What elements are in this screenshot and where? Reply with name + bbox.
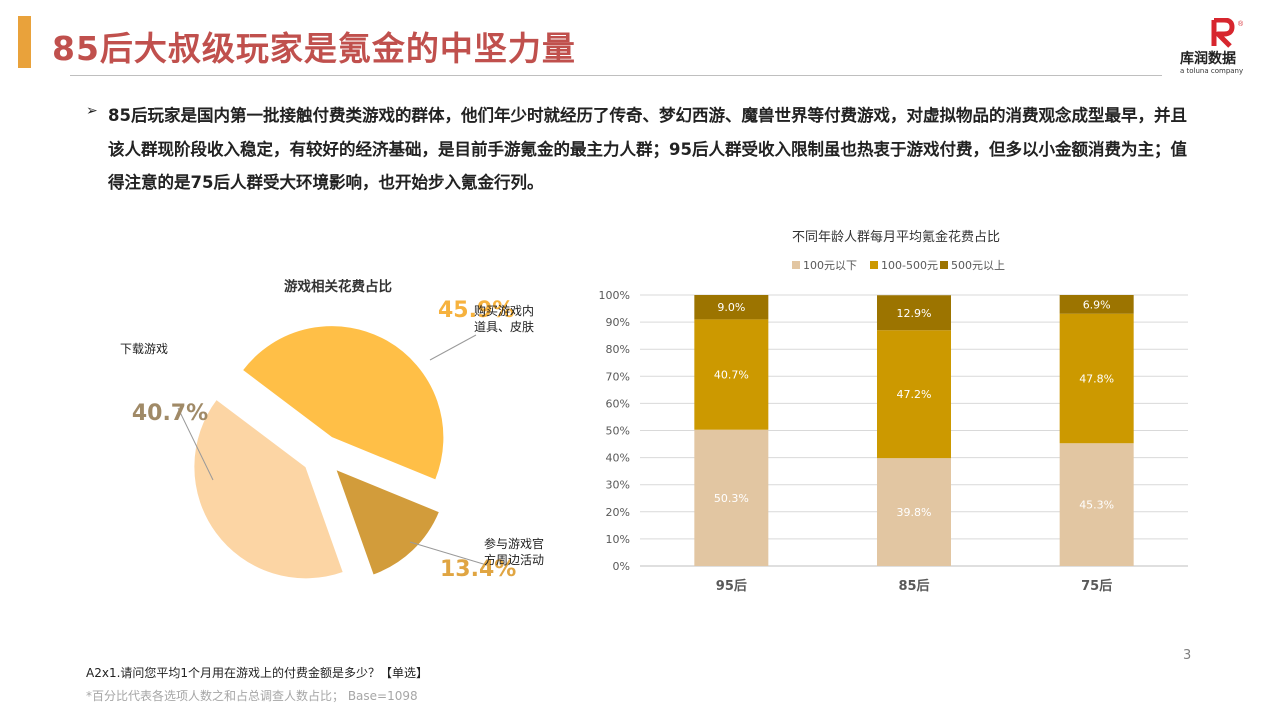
pie-title: 游戏相关花费占比	[284, 278, 392, 295]
legend-swatch	[940, 261, 948, 269]
bar-segment	[877, 295, 951, 331]
y-tick-label: 40%	[606, 452, 630, 465]
bar-segment	[877, 458, 951, 566]
pie-category-label: 下载游戏	[120, 342, 168, 356]
x-category-label: 75后	[1081, 578, 1112, 594]
y-tick-label: 10%	[606, 533, 630, 546]
bar-value-label: 40.7%	[714, 369, 749, 382]
pie-leader-line	[177, 407, 214, 481]
survey-question: A2x1.请问您平均1个月用在游戏上的付费金额是多少？【单选】	[86, 666, 429, 680]
pie-category-label: 参与游戏官	[484, 536, 544, 551]
logo-subtitle: a toluna company	[1180, 67, 1244, 75]
logo-r-icon: ®	[1211, 18, 1244, 48]
base-note: *百分比代表各选项人数之和占总调查人数占比； Base=1098	[86, 689, 418, 703]
pie-category-label: 方周边活动	[484, 552, 544, 567]
logo-registered-mark: ®	[1238, 20, 1244, 28]
bar-segment	[694, 429, 769, 566]
y-tick-label: 30%	[606, 479, 630, 492]
bar-value-label: 39.8%	[897, 506, 932, 519]
pie-value-label: 40.7%	[132, 401, 208, 426]
legend-swatch	[870, 261, 878, 269]
bar-value-label: 47.8%	[1079, 372, 1114, 385]
pie-slice	[241, 325, 445, 481]
y-tick-label: 60%	[606, 397, 630, 410]
y-tick-label: 50%	[606, 425, 630, 438]
bar-value-label: 9.0%	[717, 301, 745, 314]
x-category-label: 85后	[898, 578, 929, 594]
legend-label: 100-500元	[881, 259, 938, 272]
bar-value-label: 50.3%	[714, 492, 749, 505]
company-logo: ® 库润数据 a toluna company	[1176, 18, 1256, 78]
bar-segment	[1059, 313, 1134, 444]
intro-paragraph: 85后玩家是国内第一批接触付费类游戏的群体，他们年少时就经历了传奇、梦幻西游、魔…	[108, 106, 1187, 192]
pie-slice	[334, 468, 441, 576]
y-tick-label: 0%	[613, 560, 630, 573]
title-divider	[70, 75, 1162, 76]
x-category-label: 95后	[716, 578, 747, 594]
bar-value-label: 12.9%	[897, 307, 932, 320]
legend-label: 500元以上	[951, 259, 1005, 272]
page-title: 85后大叔级玩家是氪金的中坚力量	[52, 29, 576, 68]
bar-chart-title: 不同年龄人群每月平均氪金花费占比	[792, 229, 1000, 245]
y-tick-label: 80%	[606, 343, 630, 356]
bar-value-label: 47.2%	[897, 388, 932, 401]
bar-value-label: 6.9%	[1083, 298, 1111, 311]
pie-category-label: 道具、皮肤	[474, 319, 534, 334]
pie-category-label: 购买游戏内	[474, 303, 534, 318]
pie-value-label: 13.4%	[440, 557, 516, 582]
bar-segment	[877, 330, 951, 459]
logo-text: 库润数据	[1180, 51, 1236, 67]
bar-segment	[1059, 443, 1134, 566]
stacked-bar-chart: 不同年龄人群每月平均氪金花费占比 100元以下 100-500元 500元以上 0% 10…	[599, 229, 1188, 594]
bar-segment	[694, 295, 769, 320]
pie-slice	[193, 398, 344, 580]
bar-segment	[1059, 295, 1134, 314]
pie-leader-line	[429, 334, 477, 361]
y-tick-label: 20%	[606, 506, 630, 519]
pie-leader-line	[409, 541, 491, 567]
y-tick-label: 100%	[599, 289, 630, 302]
bar-value-label: 45.3%	[1079, 499, 1114, 512]
page-number: 3	[1183, 648, 1192, 663]
y-tick-label: 70%	[606, 370, 630, 383]
y-tick-label: 90%	[606, 316, 630, 329]
legend-label: 100元以下	[803, 259, 857, 272]
pie-value-label: 45.9%	[438, 298, 514, 323]
legend-swatch	[792, 261, 800, 269]
title-accent-bar	[18, 16, 31, 68]
bullet-arrow-icon: ➢	[86, 103, 98, 119]
bar-segment	[694, 319, 769, 430]
